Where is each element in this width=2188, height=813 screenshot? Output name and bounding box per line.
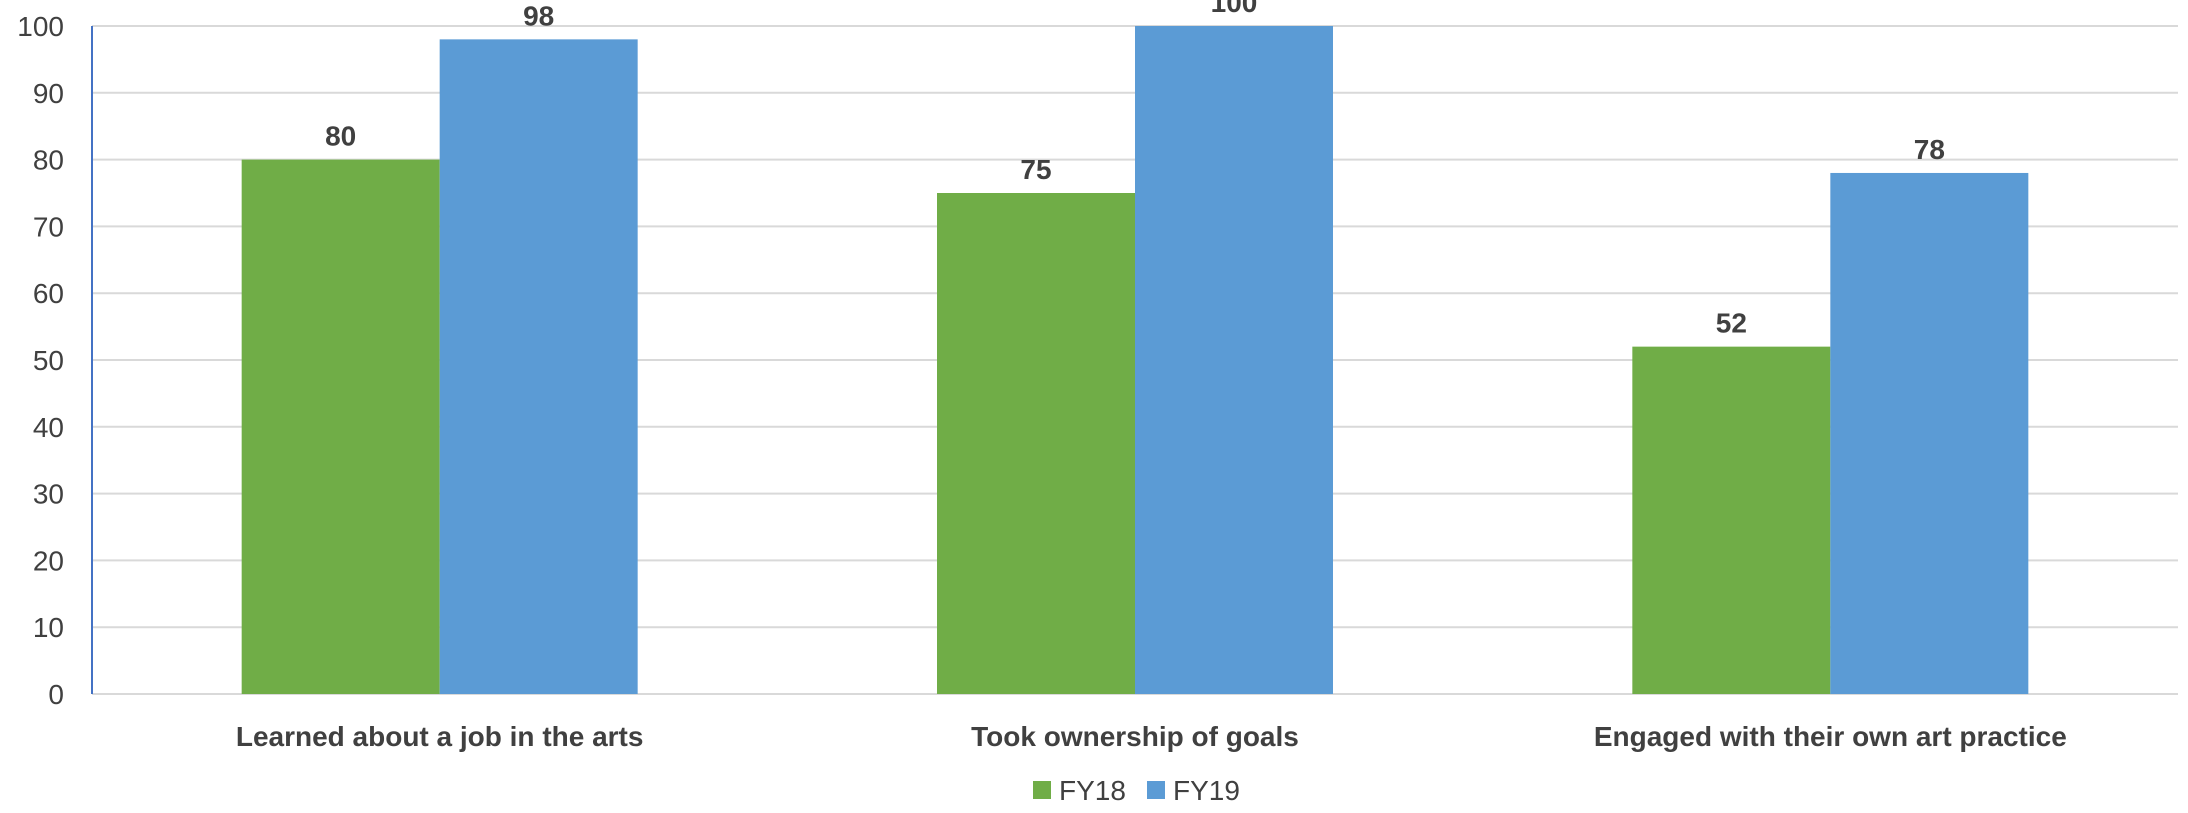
data-label-fy18-2: 52	[1716, 308, 1747, 339]
data-label-fy18-1: 75	[1020, 154, 1051, 185]
y-tick-label: 10	[33, 612, 64, 643]
category-label: Took ownership of goals	[971, 721, 1299, 752]
bar-fy18-1	[937, 193, 1135, 694]
y-tick-label: 80	[33, 145, 64, 176]
y-tick-label: 0	[48, 679, 64, 710]
bar-fy19-0	[439, 39, 638, 695]
data-labels: 80 98 75 100 52 78	[325, 0, 1945, 339]
category-label: Engaged with their own art practice	[1594, 721, 2067, 752]
legend: FY18 FY19	[1033, 775, 1240, 806]
bar-fy18-2	[1632, 346, 1831, 694]
data-label-fy18-0: 80	[325, 121, 356, 152]
y-axis-tick-labels: 0 10 20 30 40 50 60 70 80 90 100	[17, 11, 64, 710]
y-tick-label: 60	[33, 278, 64, 309]
y-tick-label: 50	[33, 345, 64, 376]
bar-fy18-0	[241, 159, 440, 695]
y-tick-label: 70	[33, 211, 64, 242]
bar-fy19-1	[1135, 26, 1333, 694]
y-tick-label: 40	[33, 412, 64, 443]
legend-label-fy19: FY19	[1173, 775, 1240, 806]
bars	[241, 26, 2029, 695]
data-label-fy19-1: 100	[1211, 0, 1258, 18]
legend-swatch-fy19	[1147, 781, 1165, 799]
y-tick-label: 30	[33, 479, 64, 510]
data-label-fy19-0: 98	[523, 0, 554, 31]
y-tick-label: 100	[17, 11, 64, 42]
bar-fy19-2	[1830, 172, 2029, 694]
legend-swatch-fy18	[1033, 781, 1051, 799]
y-tick-label: 90	[33, 78, 64, 109]
y-tick-label: 20	[33, 545, 64, 576]
category-labels: Learned about a job in the arts Took owne…	[236, 721, 2067, 752]
legend-label-fy18: FY18	[1059, 775, 1126, 806]
data-label-fy19-2: 78	[1914, 134, 1945, 165]
category-label: Learned about a job in the arts	[236, 721, 644, 752]
